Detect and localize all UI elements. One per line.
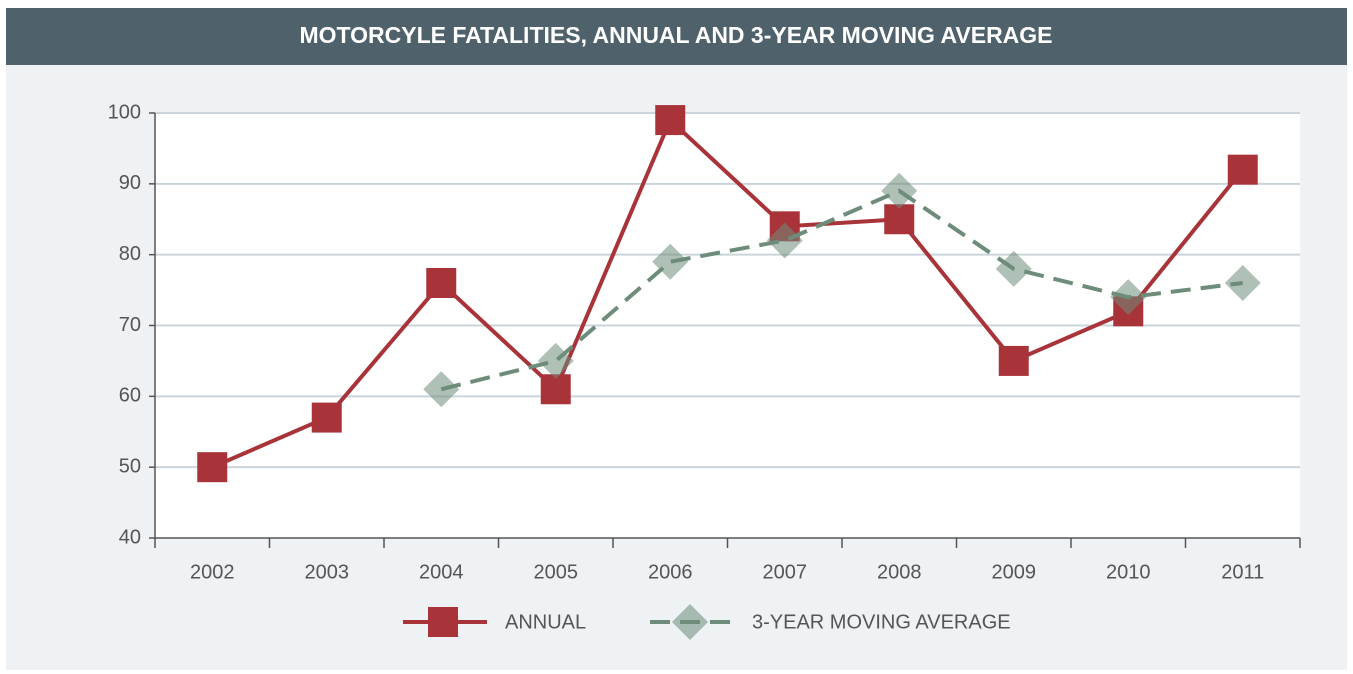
x-tick-label: 2006 (648, 561, 693, 583)
legend-label: 3-YEAR MOVING AVERAGE (752, 611, 1011, 633)
point (537, 342, 574, 379)
point (311, 402, 342, 433)
point (655, 105, 686, 136)
point (998, 345, 1029, 376)
point (197, 452, 228, 483)
point (766, 222, 803, 259)
x-tick-label: 2007 (763, 561, 808, 583)
series-line (211, 116, 1245, 470)
y-tick-label: 80 (119, 243, 141, 265)
point (423, 371, 460, 408)
point (540, 374, 571, 405)
legend-label: ANNUAL (505, 611, 586, 633)
legend-marker (428, 607, 458, 637)
x-tick-label: 2011 (1221, 561, 1264, 583)
y-tick-label: 70 (119, 314, 141, 336)
point (426, 268, 457, 298)
point (1227, 154, 1258, 185)
point (881, 172, 918, 209)
y-tick-label: 100 (108, 101, 141, 123)
x-tick-label: 2002 (190, 561, 235, 583)
x-tick-label: 2004 (419, 561, 464, 583)
legend-marker (672, 604, 708, 640)
point (1110, 279, 1147, 316)
x-tick-label: 2010 (1106, 561, 1151, 583)
point (995, 250, 1032, 287)
y-tick-label: 40 (119, 526, 141, 548)
x-tick-label: 2009 (992, 561, 1037, 583)
point (884, 204, 915, 235)
y-tick-label: 60 (119, 385, 141, 407)
x-tick-label: 2008 (877, 561, 922, 583)
x-tick-label: 2005 (534, 561, 579, 583)
chart-title: MOTORCYLE FATALITIES, ANNUAL AND 3-YEAR … (299, 22, 1052, 48)
title-bar (6, 8, 1347, 65)
y-tick-label: 90 (119, 172, 141, 194)
point (1224, 265, 1261, 301)
point (652, 243, 689, 280)
y-tick-label: 50 (119, 455, 141, 477)
x-tick-label: 2003 (305, 561, 350, 583)
